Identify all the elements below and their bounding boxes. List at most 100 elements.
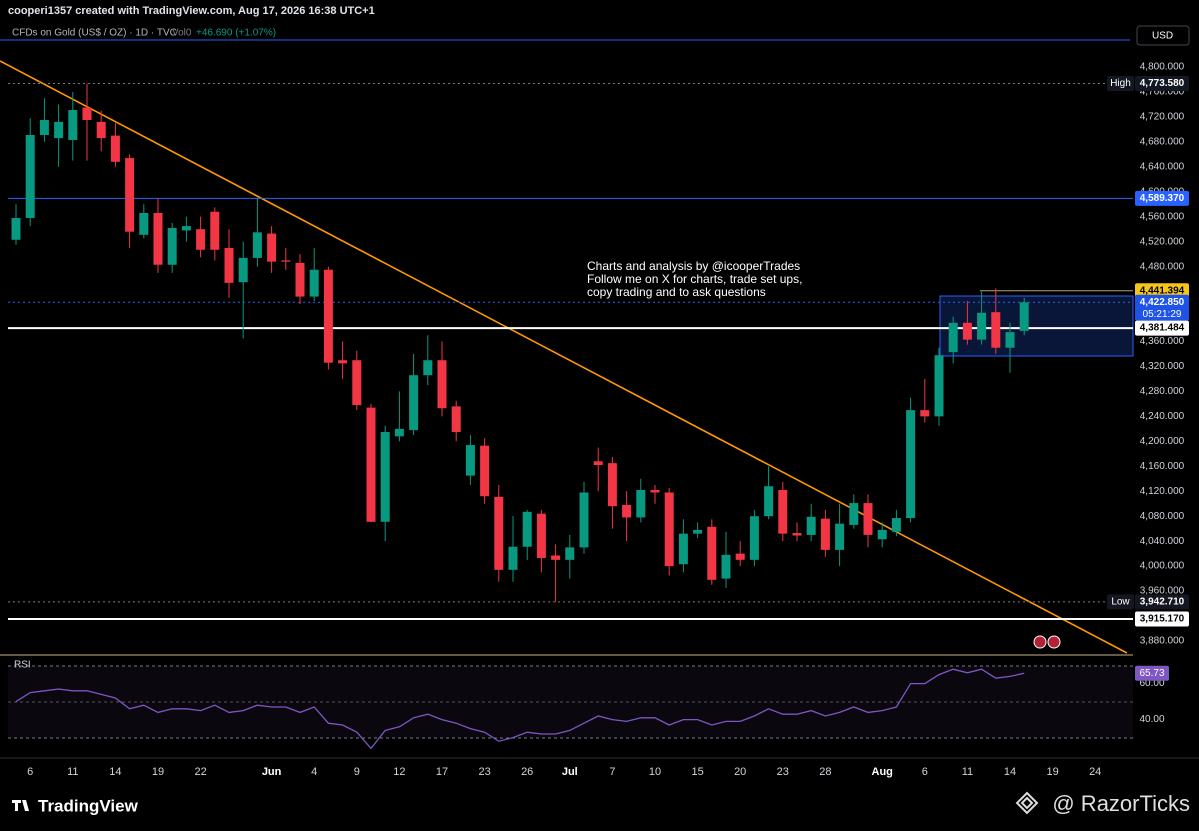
y-tick-label: 4,760.000 — [1140, 87, 1185, 98]
price-tag — [1135, 320, 1189, 336]
candle-body — [224, 247, 234, 283]
candle-body — [749, 516, 759, 560]
candle-body — [494, 496, 504, 570]
x-tick-label: 24 — [1089, 766, 1101, 778]
x-tick-label: 23 — [777, 766, 789, 778]
x-tick-label: Jul — [562, 766, 578, 778]
candle-body — [366, 407, 376, 522]
candle-body — [934, 355, 944, 417]
price-tag-name: High — [1110, 78, 1131, 89]
candle-body — [806, 516, 816, 535]
candle-body — [551, 555, 561, 560]
candle-body — [1019, 302, 1029, 331]
annotation: copy trading and to ask questions — [587, 285, 766, 299]
candle-body — [110, 135, 120, 162]
x-tick-label: 26 — [521, 766, 533, 778]
candle-body — [906, 410, 916, 519]
candle-body — [721, 554, 731, 579]
candle-body — [607, 463, 617, 507]
x-tick-label: 19 — [1046, 766, 1058, 778]
candle-body — [352, 360, 362, 406]
candle-body — [863, 503, 873, 535]
y-tick-label: 4,320.000 — [1140, 361, 1185, 372]
candle-body — [792, 533, 802, 536]
candle-body — [664, 492, 674, 567]
x-tick-label: 4 — [311, 766, 317, 778]
position-box — [939, 295, 1134, 357]
price-tag — [1135, 294, 1189, 321]
candle-body — [991, 312, 1001, 348]
candle-body — [522, 511, 532, 547]
price-tag-label: 4,589.370 — [1140, 193, 1185, 204]
price-tag-name-box — [1107, 75, 1134, 91]
candle-body — [1005, 332, 1015, 348]
y-tick-label: 4,160.000 — [1140, 461, 1185, 472]
candle-body — [693, 529, 703, 534]
brand-logo — [12, 800, 29, 811]
candle-body — [565, 547, 575, 560]
candle-body — [891, 518, 901, 532]
candle-body — [39, 120, 49, 135]
x-tick-label: Jun — [262, 766, 282, 778]
candle-body — [153, 212, 163, 265]
watermark-icon — [1015, 791, 1039, 815]
currency: USD — [1152, 31, 1173, 42]
rsi-label: RSI — [14, 660, 31, 671]
candle-body — [437, 360, 447, 409]
candle-body — [962, 322, 972, 340]
price-tag-label: 4,773.580 — [1140, 78, 1185, 89]
countdown: 05:21:29 — [1143, 309, 1182, 320]
x-tick-label: 23 — [478, 766, 490, 778]
candle-body — [948, 322, 958, 353]
candle-body — [678, 533, 688, 565]
candle-body — [68, 110, 78, 140]
candle-body — [536, 513, 546, 558]
candle-body — [835, 523, 845, 550]
x-tick-label: 15 — [691, 766, 703, 778]
x-tick-label: Aug — [872, 766, 893, 778]
price-tag — [1135, 75, 1189, 91]
candle-body — [125, 158, 135, 232]
x-tick-label: 6 — [27, 766, 33, 778]
x-tick-label: 6 — [922, 766, 928, 778]
candle-body — [508, 546, 518, 570]
candle-body — [82, 107, 92, 121]
candle-body — [451, 406, 461, 432]
price-tag-label: 4,381.484 — [1140, 323, 1185, 334]
price-tag-label: 3,942.710 — [1140, 596, 1185, 607]
candle-body — [139, 212, 149, 235]
price-tag — [1135, 594, 1189, 610]
y-tick-label: 3,960.000 — [1140, 586, 1185, 597]
x-tick-label: 19 — [152, 766, 164, 778]
y-tick-label: 4,520.000 — [1140, 236, 1185, 247]
change: +46.690 (+1.07%) — [196, 28, 276, 39]
price-tag-label: 4,422.850 — [1140, 297, 1185, 308]
candle-body — [196, 229, 206, 250]
candle-body — [267, 233, 277, 262]
rsi-last-tag — [1135, 665, 1169, 681]
candle-body — [764, 486, 774, 517]
candle-body — [480, 445, 490, 497]
y-tick-label: 4,000.000 — [1140, 561, 1185, 572]
candle-body — [622, 504, 632, 518]
candle-body — [977, 312, 987, 340]
candle-body — [96, 121, 106, 139]
x-tick-label: 7 — [609, 766, 615, 778]
y-tick-label: 4,720.000 — [1140, 112, 1185, 123]
x-tick-label: 20 — [734, 766, 746, 778]
rsi-tick-label: 40.00 — [1139, 714, 1164, 725]
x-tick-label: 14 — [109, 766, 121, 778]
candle-body — [593, 461, 603, 466]
candle-body — [394, 428, 404, 437]
price-tag — [1135, 283, 1189, 299]
price-tag-label: 4,441.394 — [1140, 285, 1185, 296]
annotation: Charts and analysis by @icooperTrades — [587, 259, 800, 273]
y-tick-label: 4,040.000 — [1140, 536, 1185, 547]
rsi-last-label: 65.73 — [1139, 668, 1164, 679]
symbol: CFDs on Gold (US$ / OZ) · 1D · TVC — [12, 28, 177, 39]
candle-body — [877, 529, 887, 540]
candle-body — [820, 518, 830, 550]
price-tag-label: 3,915.170 — [1140, 614, 1185, 625]
candle-body — [11, 217, 21, 240]
